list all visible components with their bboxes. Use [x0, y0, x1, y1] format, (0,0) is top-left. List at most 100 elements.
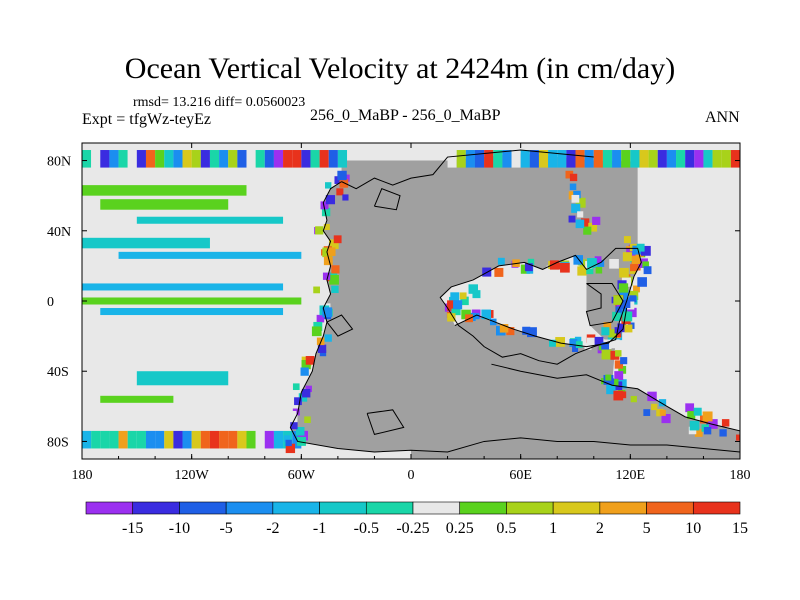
cell-east-coast [661, 414, 671, 424]
cell-north [648, 150, 658, 168]
cell-east-coast [651, 403, 658, 411]
cell-north [100, 150, 110, 168]
colorbar-swatch [225, 501, 274, 515]
colorbar-swatch [272, 501, 320, 515]
cell-north [310, 150, 320, 168]
cell-east-coast [719, 429, 727, 437]
cell-north-east [577, 211, 584, 218]
cell-west-coast [313, 286, 320, 294]
cell-tethys [633, 285, 640, 293]
cell-east-coast [647, 391, 657, 402]
band-green-n2 [100, 199, 229, 210]
cell-north [465, 150, 475, 168]
cell-north [237, 150, 247, 168]
cell-north [493, 150, 503, 168]
cell-west-coast [294, 397, 302, 406]
cell-west-coast [323, 224, 330, 231]
cell-south [82, 430, 92, 449]
y-tick-label: 40S [47, 365, 69, 380]
cell-north [685, 150, 695, 168]
colorbar-label: -10 [169, 520, 190, 537]
cell-east-coast [702, 411, 713, 422]
cell-west-coast [283, 435, 291, 442]
colorbar-swatch [365, 501, 414, 515]
band-green-n1 [82, 185, 247, 196]
cell-north [164, 150, 174, 168]
colorbar-label: -1 [313, 520, 326, 537]
cell-tethys [468, 284, 478, 294]
cell-east-coast [735, 434, 740, 441]
cell-north [255, 150, 265, 168]
cell-tethys [494, 267, 504, 277]
cell-north [484, 150, 494, 168]
cell-north [557, 150, 567, 168]
colorbar: -15 -10 -5 -2 -1 -0.5 -0.25 0.25 0.5 1 2 5 10 15 [85, 501, 748, 537]
cell-west-coast [329, 274, 339, 285]
colorbar-label: -5 [219, 520, 232, 537]
cell-north [529, 150, 539, 168]
cell-east-coast [703, 426, 712, 435]
cell-south [164, 430, 174, 449]
cell-north-east [583, 226, 592, 235]
cell-tethys [499, 324, 509, 333]
cell-north-east [580, 218, 590, 227]
cell-tethys [453, 300, 463, 310]
cell-west-coast [301, 388, 311, 398]
cell-west-coast [325, 195, 336, 205]
cell-east-coast [659, 409, 666, 416]
cell-tethys [574, 336, 582, 344]
cell-north [584, 150, 594, 168]
cell-west-coast [313, 321, 323, 331]
cell-tethys [459, 292, 467, 300]
colorbar-label: 2 [596, 520, 604, 537]
colorbar-swatch [552, 501, 601, 515]
cell-north-east [571, 194, 580, 203]
cell-west-coast [324, 334, 332, 342]
cell-south [136, 430, 146, 449]
cell-east-coast [630, 395, 637, 403]
cell-east-coast [618, 365, 627, 374]
cell-north [721, 150, 731, 168]
cell-tethys [569, 338, 578, 347]
cell-tethys [506, 327, 515, 336]
x-tick-label: 120E [616, 468, 646, 483]
cell-north-east [569, 173, 578, 182]
cell-east-coast [620, 357, 628, 365]
cell-west-coast [322, 272, 331, 280]
cell-north [676, 150, 686, 168]
band-cyan-eq2 [100, 308, 284, 316]
cell-north [91, 150, 101, 168]
colorbar-label: 5 [643, 520, 651, 537]
cell-west-coast [325, 182, 332, 189]
cell-east-coast [613, 295, 624, 305]
cell-east-coast [688, 426, 697, 435]
y-tick-label: 80N [47, 155, 71, 170]
outline-north-coast [341, 149, 594, 190]
cell-west-coast [331, 285, 339, 294]
cell-tethys [451, 305, 461, 316]
cell-north-east [588, 222, 598, 232]
cell-north [264, 150, 274, 168]
cell-north [703, 150, 713, 168]
cell-north [118, 150, 128, 168]
cell-west-coast [328, 239, 339, 250]
cell-tethys [575, 341, 583, 348]
colorbar-swatch [319, 501, 367, 515]
cell-west-coast [305, 385, 312, 393]
cell-west-coast [337, 170, 347, 181]
cell-east-coast [615, 350, 622, 357]
y-tick-label: 0 [47, 295, 54, 310]
cell-east-coast [614, 371, 624, 381]
cell-tethys [617, 323, 627, 333]
cell-north-east [575, 197, 586, 208]
band-green-s [100, 395, 174, 403]
cell-south [273, 430, 284, 449]
x-tick-label: 60W [288, 468, 316, 483]
cell-east-coast [601, 327, 610, 336]
cell-west-coast [322, 307, 333, 318]
cell-south [191, 430, 201, 449]
cell-north [283, 150, 293, 168]
cell-west-coast [321, 207, 331, 217]
cell-north [191, 150, 201, 168]
